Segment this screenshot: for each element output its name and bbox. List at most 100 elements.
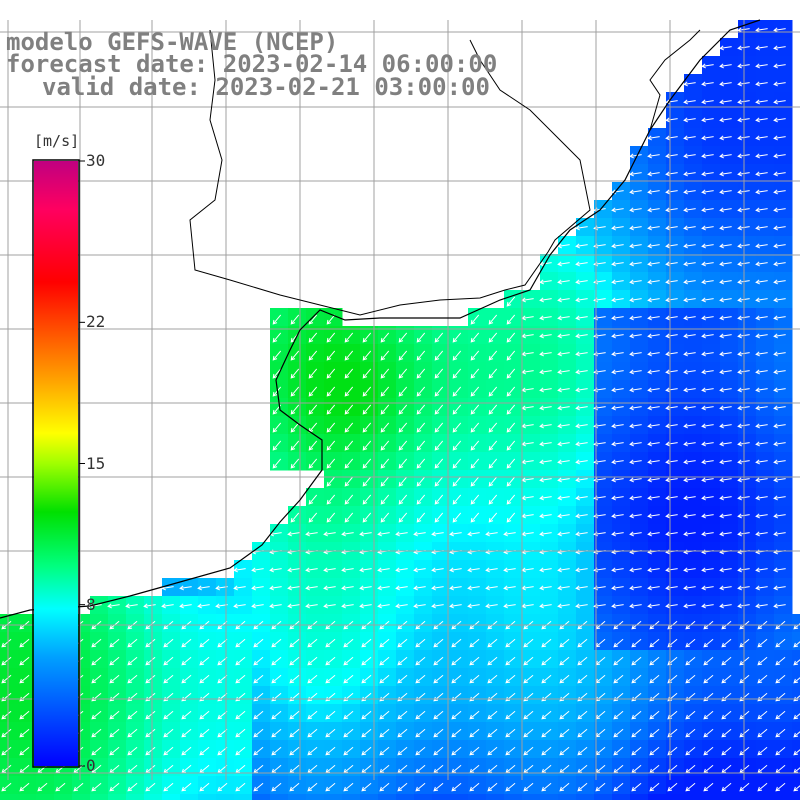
wind-arrow <box>197 603 210 609</box>
wind-arrow <box>416 512 426 523</box>
wind-arrow <box>683 99 696 105</box>
wind-cell <box>738 794 757 800</box>
wind-arrow <box>290 314 300 325</box>
wind-cell <box>792 776 800 795</box>
wind-arrow <box>287 603 300 609</box>
wind-arrow <box>470 404 480 415</box>
wind-arrow <box>109 638 120 648</box>
wind-arrow <box>775 728 786 738</box>
wind-arrow <box>613 728 624 738</box>
wind-arrow <box>539 495 552 501</box>
wind-cell <box>792 722 800 741</box>
wind-arrow <box>755 567 768 573</box>
wind-arrow <box>701 423 714 429</box>
wind-arrow <box>503 531 516 537</box>
wind-cell <box>792 686 800 705</box>
wind-arrow <box>416 350 426 361</box>
wind-arrow <box>398 440 408 451</box>
wind-arrow <box>683 153 696 159</box>
wind-arrow <box>362 512 372 523</box>
wind-arrow <box>91 656 102 666</box>
wind-arrow <box>559 782 570 792</box>
wind-arrow <box>125 603 138 609</box>
wind-arrow <box>434 368 444 379</box>
wind-arrow <box>539 279 552 285</box>
wind-cell <box>324 794 343 800</box>
wind-arrow <box>235 728 246 738</box>
title-forecast-date: forecast date: 2023-02-14 06:00:00 <box>6 50 498 78</box>
wind-arrow <box>631 638 642 648</box>
wind-arrow <box>433 746 444 756</box>
wind-arrow <box>631 710 642 720</box>
wind-arrow <box>488 422 498 433</box>
wind-arrow <box>539 477 552 483</box>
wind-arrow <box>755 477 768 483</box>
wind-cell <box>270 794 289 800</box>
wind-arrow <box>163 746 174 756</box>
wind-arrow <box>449 567 462 573</box>
wind-arrow <box>755 261 768 267</box>
wind-arrow <box>449 531 462 537</box>
wind-arrow <box>145 728 156 738</box>
wind-arrow <box>575 279 588 285</box>
wind-arrow <box>379 728 390 738</box>
wind-arrow <box>575 351 588 357</box>
wind-arrow <box>649 710 660 720</box>
wind-arrow <box>647 423 660 429</box>
wind-arrow <box>721 782 732 792</box>
wind-arrow <box>308 458 318 469</box>
wind-arrow <box>344 350 354 361</box>
wind-arrow <box>701 459 714 465</box>
wind-arrow <box>557 387 570 393</box>
wind-arrow <box>305 585 318 591</box>
wind-arrow <box>233 603 246 609</box>
wind-arrow <box>379 746 390 756</box>
wind-arrow <box>739 674 750 684</box>
wind-arrow <box>755 225 768 231</box>
wind-arrow <box>703 782 714 792</box>
wind-arrow <box>613 710 624 720</box>
wind-arrow <box>773 171 786 177</box>
wind-arrow <box>395 567 408 573</box>
wind-arrow <box>271 782 282 792</box>
wind-arrow <box>647 585 660 591</box>
wind-arrow <box>557 243 570 249</box>
wind-arrow <box>559 638 570 648</box>
wind-arrow <box>665 459 678 465</box>
wind-arrow <box>379 656 390 666</box>
wind-arrow <box>199 746 210 756</box>
wind-arrow <box>629 459 642 465</box>
wind-arrow <box>703 656 714 666</box>
wind-arrow <box>613 746 624 756</box>
wind-arrow <box>739 746 750 756</box>
wind-arrow <box>449 603 462 609</box>
wind-arrow <box>251 585 264 591</box>
wind-arrow <box>719 441 732 447</box>
wind-arrow <box>272 440 282 451</box>
wind-arrow <box>611 459 624 465</box>
wind-arrow <box>775 746 786 756</box>
wind-arrow <box>557 495 570 501</box>
wind-cell <box>252 794 271 800</box>
wind-arrow <box>701 405 714 411</box>
wind-arrow <box>665 369 678 375</box>
wind-arrow <box>755 243 768 249</box>
coastline <box>0 19 761 619</box>
wind-arrow <box>1 746 12 756</box>
wind-arrow <box>775 656 786 666</box>
wind-arrow <box>683 117 696 123</box>
wind-arrow <box>325 728 336 738</box>
wind-arrow <box>629 225 642 231</box>
wind-arrow <box>91 674 102 684</box>
wind-arrow <box>487 746 498 756</box>
wind-cell <box>360 794 379 800</box>
wind-arrow <box>719 63 732 69</box>
wind-arrow <box>665 189 678 195</box>
wind-arrow <box>434 350 444 361</box>
wind-arrow <box>344 494 354 505</box>
wind-arrow <box>359 585 372 591</box>
wind-arrow <box>701 297 714 303</box>
wind-arrow <box>647 459 660 465</box>
wind-arrow <box>415 746 426 756</box>
wind-arrow <box>451 674 462 684</box>
